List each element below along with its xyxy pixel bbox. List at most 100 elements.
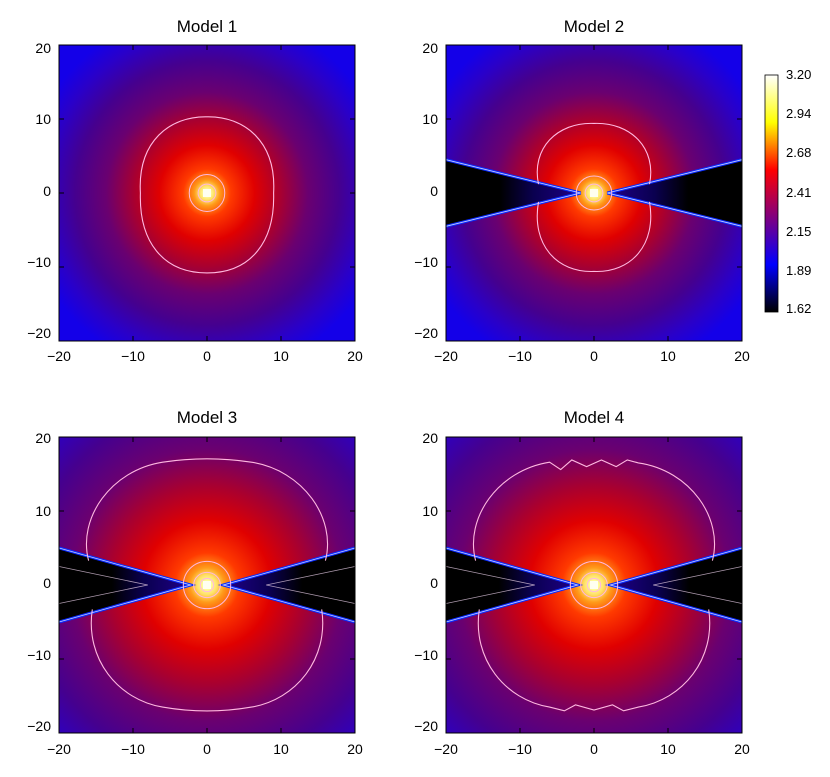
contour-line (90, 609, 324, 712)
y-tick-label: 20 (35, 430, 51, 446)
y-tick-label: 10 (422, 503, 438, 519)
colorbar-tick-label: 2.15 (786, 224, 811, 239)
contour-line (199, 577, 215, 593)
panel-title: Model 2 (564, 17, 624, 36)
y-tick-label: −20 (27, 718, 51, 734)
y-tick-labels: 20 10 0 −10 −20 (414, 430, 438, 734)
disk-edge-highlight (608, 547, 742, 623)
inner-wedge-contour (446, 566, 535, 604)
colorbar: 3.20 2.94 2.68 2.41 2.15 1.89 1.62 (764, 67, 811, 316)
y-tick-labels: 20 10 0 −10 −20 (27, 40, 51, 341)
disk-shadow-wedge (610, 548, 742, 622)
contour-line (477, 609, 711, 712)
colorbar-tick-labels: 3.20 2.94 2.68 2.41 2.15 1.89 1.62 (786, 67, 811, 316)
x-tick-label: 0 (203, 741, 211, 757)
x-tick-label: 20 (347, 348, 363, 364)
panel-title: Model 4 (564, 408, 624, 427)
y-tick-label: −20 (414, 325, 438, 341)
contour-line (193, 571, 221, 599)
x-tick-label: 0 (590, 741, 598, 757)
x-tick-label: −20 (434, 741, 458, 757)
x-tick-labels: −20 −10 0 10 20 (47, 741, 363, 757)
y-tick-label: 20 (422, 430, 438, 446)
y-tick-labels: 20 10 0 −10 −20 (27, 430, 51, 734)
panel-model-4: Model 4 20 10 0 −10 −20 −20 −10 0 10 20 (414, 408, 750, 757)
heatmap-plot (58, 44, 356, 342)
x-tick-label: 10 (660, 348, 676, 364)
inner-wedge-contour (59, 566, 148, 604)
contour-line (536, 122, 652, 185)
central-source (590, 581, 598, 589)
x-tick-label: 10 (273, 741, 289, 757)
contour-line (139, 116, 275, 274)
x-tick-label: −10 (508, 741, 532, 757)
panel-title: Model 3 (177, 408, 237, 427)
x-tick-label: 20 (734, 348, 750, 364)
disk-shadow-wedge (223, 548, 355, 622)
disk-edge-highlight (446, 159, 581, 227)
x-tick-label: −10 (121, 741, 145, 757)
central-source (590, 189, 598, 197)
x-tick-label: 10 (273, 348, 289, 364)
x-tick-label: 20 (347, 741, 363, 757)
x-tick-label: 0 (203, 348, 211, 364)
x-tick-label: 20 (734, 741, 750, 757)
heatmap-plot (445, 436, 743, 734)
contour-line (188, 174, 226, 212)
x-tick-label: −10 (508, 348, 532, 364)
colorbar-tick-label: 2.94 (786, 106, 811, 121)
colorbar-tick-label: 3.20 (786, 67, 811, 82)
contour-line (584, 183, 604, 203)
y-tick-label: −10 (414, 254, 438, 270)
disk-shadow-wedge (59, 548, 191, 622)
x-tick-label: 0 (590, 348, 598, 364)
inner-wedge-contour (266, 566, 355, 604)
x-tick-label: −20 (434, 348, 458, 364)
x-tick-labels: −20 −10 0 10 20 (434, 741, 750, 757)
disk-shadow-wedge (446, 548, 578, 622)
contour-line (85, 458, 329, 561)
colorbar-tick-label: 2.41 (786, 185, 811, 200)
panel-model-3: Model 3 20 10 0 −10 −20 −20 −10 0 10 20 (27, 408, 363, 757)
y-tick-label: −10 (27, 647, 51, 663)
contour-line (569, 560, 619, 610)
colorbar-tick-label: 1.62 (786, 301, 811, 316)
y-tick-label: −10 (414, 647, 438, 663)
central-source (203, 581, 211, 589)
panel-model-1: Model 1 20 10 0 −10 −20 −20 −10 0 10 20 (27, 17, 363, 364)
x-tick-labels: −20 −10 0 10 20 (47, 348, 363, 364)
contour-line (182, 560, 232, 610)
y-tick-label: 20 (35, 40, 51, 56)
x-tick-labels: −20 −10 0 10 20 (434, 348, 750, 364)
y-tick-label: 10 (422, 111, 438, 127)
y-tick-label: −20 (27, 325, 51, 341)
inner-wedge-contour (653, 566, 742, 604)
contour-line (580, 571, 608, 599)
y-tick-label: −20 (414, 718, 438, 734)
y-tick-label: 10 (35, 111, 51, 127)
y-tick-label: 0 (43, 183, 51, 199)
x-tick-label: −20 (47, 348, 71, 364)
y-tick-label: 0 (430, 575, 438, 591)
colorbar-tick-label: 1.89 (786, 263, 811, 278)
contour-line (197, 183, 217, 203)
disk-edge-highlight (607, 159, 742, 227)
heatmap-plot (58, 436, 356, 734)
central-source (203, 189, 211, 197)
contour-line (536, 201, 652, 272)
disk-shadow-wedge (446, 159, 581, 227)
y-tick-label: 0 (43, 575, 51, 591)
colorbar-tick-label: 2.68 (786, 145, 811, 160)
y-tick-label: −10 (27, 254, 51, 270)
disk-edge-highlight (59, 547, 193, 623)
y-tick-label: 10 (35, 503, 51, 519)
x-tick-label: 10 (660, 741, 676, 757)
disk-edge-highlight (221, 547, 355, 623)
heatmap-plot (445, 44, 743, 342)
y-tick-label: 20 (422, 40, 438, 56)
contour-line (472, 459, 716, 561)
panel-title: Model 1 (177, 17, 237, 36)
disk-edge-highlight (446, 547, 580, 623)
x-tick-label: −20 (47, 741, 71, 757)
